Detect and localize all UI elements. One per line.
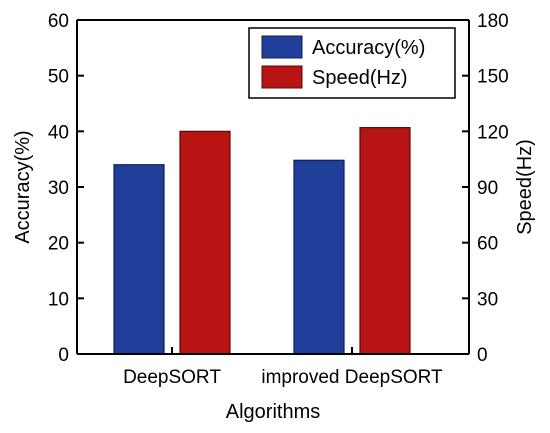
bar-speed-1 <box>359 127 411 355</box>
y-right-tick-label-2: 60 <box>477 234 498 255</box>
y-left-tick-label-1: 10 <box>48 289 69 310</box>
y-right-tick-label-3: 90 <box>477 178 498 199</box>
bars-layer <box>113 127 411 355</box>
legend: Accuracy(%) Speed(Hz) <box>248 27 456 99</box>
y-axis-left-title: Accuracy(%) <box>12 130 34 243</box>
ticks-layer: 0 10 20 30 40 50 60 0 30 60 90 120 150 180 DeepSORT imp… <box>48 11 509 388</box>
y-right-tick-label-6: 180 <box>477 11 509 32</box>
y-right-tick-label-1: 30 <box>477 289 498 310</box>
y-left-tick-label-6: 60 <box>48 11 69 32</box>
y-left-tick-label-3: 30 <box>48 178 69 199</box>
y-right-tick-label-0: 0 <box>477 345 488 366</box>
bar-accuracy-1 <box>293 159 345 355</box>
legend-label-speed: Speed(Hz) <box>312 67 408 89</box>
x-axis-title: Algorithms <box>226 401 320 423</box>
legend-swatch-accuracy <box>261 35 303 59</box>
y-right-tick-label-4: 120 <box>477 122 509 143</box>
y-left-tick-label-0: 0 <box>58 345 69 366</box>
bar-accuracy-0 <box>113 164 165 355</box>
bar-speed-0 <box>179 130 231 355</box>
x-tick-label-0: DeepSORT <box>123 367 221 388</box>
y-right-tick-label-5: 150 <box>477 67 509 88</box>
legend-swatch-speed <box>261 65 303 89</box>
y-left-tick-label-2: 20 <box>48 234 69 255</box>
y-axis-right-title: Speed(Hz) <box>514 139 536 235</box>
legend-label-accuracy: Accuracy(%) <box>312 37 425 59</box>
x-tick-label-1: improved DeepSORT <box>261 367 443 388</box>
y-left-tick-label-4: 40 <box>48 122 69 143</box>
y-left-tick-label-5: 50 <box>48 67 69 88</box>
